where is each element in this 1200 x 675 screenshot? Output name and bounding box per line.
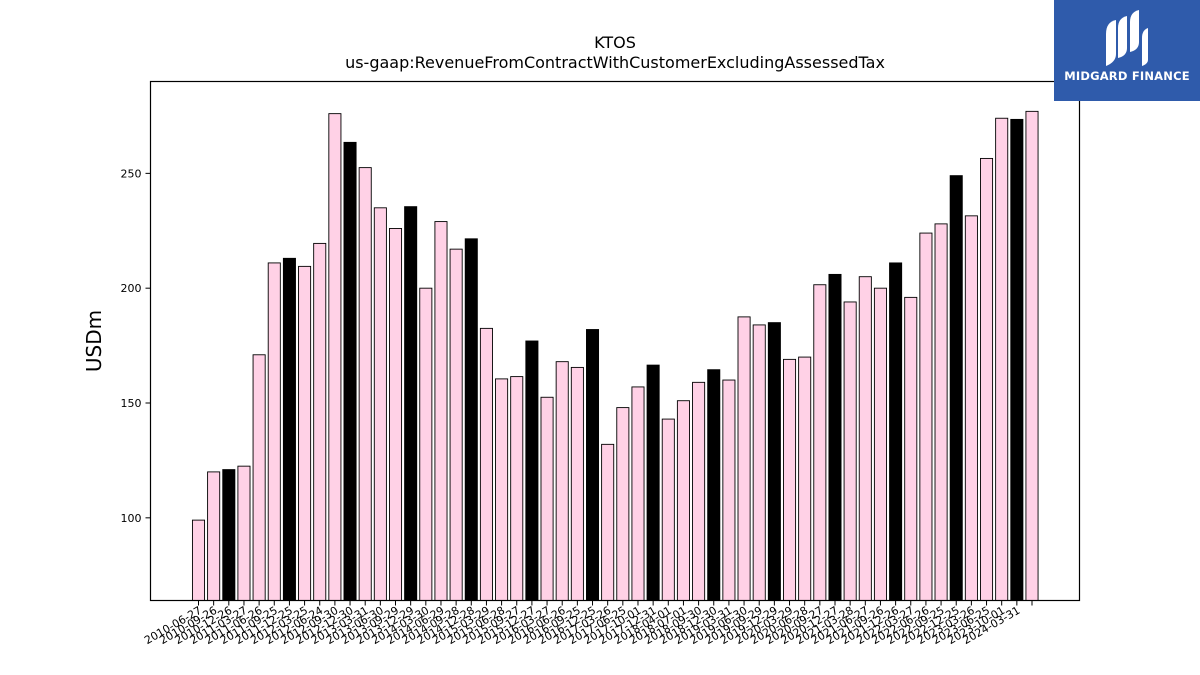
- bar: [434, 221, 448, 601]
- bar: [949, 175, 963, 601]
- plot-frame: [149, 80, 1081, 602]
- bar: [1010, 118, 1024, 601]
- bar: [616, 407, 630, 601]
- bar: [555, 361, 569, 601]
- bar: [479, 327, 493, 601]
- bar: [631, 386, 645, 601]
- bar: [495, 378, 509, 601]
- bar: [919, 232, 933, 601]
- y-axis: 100 150 200 250: [121, 167, 151, 525]
- bar: [646, 364, 660, 601]
- bar: [828, 273, 842, 601]
- bar: [313, 242, 327, 601]
- y-tick-label: 150: [121, 397, 142, 410]
- chart-subtitle: us-gaap:RevenueFromContractWithCustomerE…: [345, 53, 885, 72]
- bar: [995, 117, 1009, 601]
- bar: [525, 340, 539, 601]
- bar: [570, 366, 584, 601]
- bar: [964, 215, 978, 601]
- brand-logo: MIDGARD FINANCE: [1054, 0, 1200, 101]
- bar: [328, 113, 342, 601]
- y-tick-label: 200: [121, 282, 142, 295]
- y-tick-label: 250: [121, 167, 142, 180]
- bar: [389, 228, 403, 601]
- bar: [676, 400, 690, 601]
- bar: [358, 167, 372, 601]
- bar: [873, 287, 887, 601]
- bar: [586, 329, 600, 601]
- brand-name: MIDGARD FINANCE: [1064, 69, 1190, 83]
- bar: [298, 265, 312, 601]
- bar: [343, 141, 357, 601]
- bar: [692, 381, 706, 601]
- bar: [767, 322, 781, 601]
- bar: [843, 301, 857, 601]
- bar: [601, 443, 615, 601]
- x-axis: 2010-06-272010-09-262010-12-262011-03-27…: [142, 600, 1033, 647]
- chart-title: KTOS: [594, 33, 636, 52]
- bar: [191, 519, 206, 601]
- bars-group: [191, 110, 1039, 601]
- bar: [707, 369, 721, 601]
- bar: [858, 276, 872, 601]
- bar: [373, 207, 387, 601]
- bar: [661, 418, 675, 601]
- bar: [222, 469, 236, 601]
- bar: [889, 262, 903, 601]
- y-tick-label: 100: [121, 512, 142, 525]
- bar: [783, 358, 797, 601]
- bar: [207, 471, 221, 601]
- bar: [464, 238, 478, 601]
- bar: [798, 356, 812, 601]
- bar: [252, 354, 266, 601]
- bar: [722, 379, 736, 601]
- bar: [737, 316, 751, 601]
- bar: [237, 465, 251, 601]
- bar: [980, 157, 994, 601]
- bar: [404, 206, 418, 601]
- midgard-logo-icon: [1106, 10, 1148, 66]
- y-axis-label: USDm: [82, 310, 106, 372]
- bar: [267, 262, 281, 601]
- bar: [752, 324, 766, 601]
- bar: [904, 296, 918, 601]
- bar: [813, 284, 827, 601]
- bar: [449, 248, 463, 601]
- bar: [934, 223, 948, 601]
- bar: [540, 396, 554, 601]
- bar: [282, 257, 296, 601]
- bar: [419, 287, 433, 601]
- bar: [1025, 110, 1039, 601]
- bar: [510, 376, 524, 601]
